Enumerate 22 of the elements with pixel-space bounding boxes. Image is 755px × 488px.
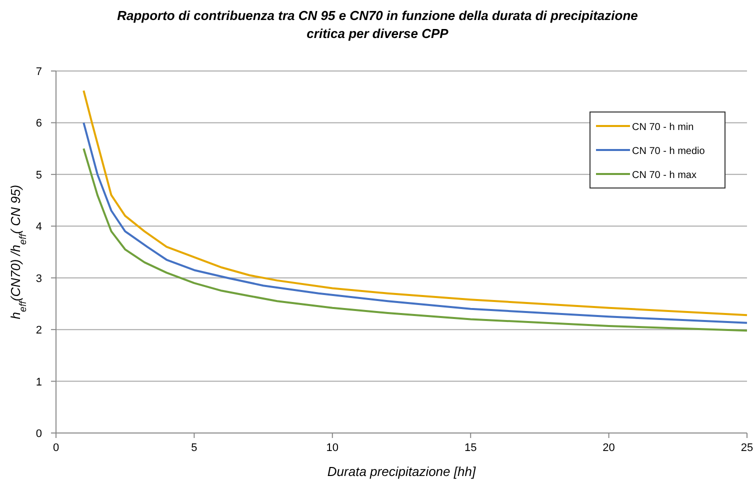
y-tick-label: 7: [36, 66, 42, 78]
y-tick-label: 4: [36, 221, 42, 234]
x-axis-title: Durata precipitazione [hh]: [327, 464, 476, 479]
legend-label: CN 70 - h max: [632, 170, 696, 181]
y-tick-label: 2: [36, 324, 42, 337]
x-tick-label: 25: [740, 442, 754, 454]
y-tick-label: 0: [36, 428, 42, 440]
line-series: [82, 90, 748, 316]
y-tick-label: 3: [36, 272, 42, 285]
line-series: [82, 148, 748, 332]
legend-label: CN 70 - h medio: [632, 146, 706, 157]
x-tick-label: 15: [464, 442, 477, 454]
y-tick-label: 1: [36, 376, 42, 388]
y-tick-label: 5: [36, 169, 42, 182]
y-tick-label: 6: [36, 118, 42, 130]
legend-label: CN 70 - h min: [632, 122, 694, 133]
x-tick-label: 0: [52, 442, 60, 454]
x-tick-label: 5: [191, 442, 198, 454]
x-tick-label: 10: [326, 442, 339, 454]
x-tick-label: 20: [602, 442, 615, 454]
chart-title: Rapporto di contribuenza tra CN 95 e CN70 in funzione della durata di precipitazione critica per diverse CPP: [117, 8, 638, 41]
line-series: [82, 122, 748, 324]
